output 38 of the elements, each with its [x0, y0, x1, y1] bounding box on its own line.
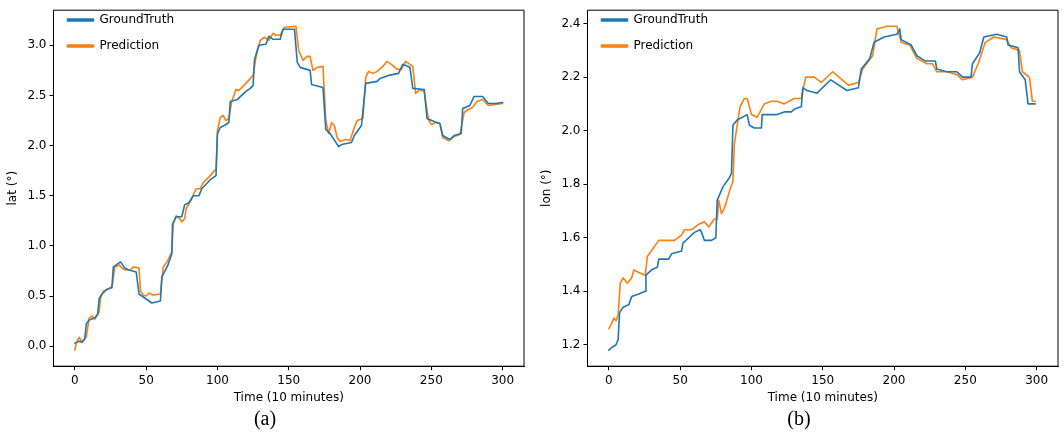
x-tick-label: 50: [672, 372, 688, 387]
legend-label: Prediction: [633, 38, 694, 53]
y-tick-label: 1.0: [27, 237, 47, 252]
y-tick-label: 0.0: [27, 338, 47, 353]
legend-label: Prediction: [99, 38, 160, 53]
x-axis-title: Time (10 minutes): [232, 389, 344, 404]
y-tick-label: 2.4: [561, 15, 581, 30]
y-tick-label: 1.8: [561, 176, 581, 191]
x-tick-label: 250: [419, 372, 443, 387]
x-tick-label: 0: [71, 372, 79, 387]
x-tick-label: 0: [605, 372, 613, 387]
y-tick-label: 2.0: [561, 122, 581, 137]
y-tick-label: 1.5: [27, 187, 47, 202]
y-axis-title: lon (°): [539, 169, 554, 207]
y-tick-label: 1.2: [561, 336, 581, 351]
x-tick-label: 300: [1025, 372, 1049, 387]
x-tick-label: 250: [953, 372, 977, 387]
y-tick-label: 2.0: [27, 137, 47, 152]
y-tick-label: 2.5: [27, 87, 47, 102]
text: (b): [787, 407, 811, 430]
legend-label: GroundTruth: [633, 12, 709, 27]
y-tick-label: 1.6: [561, 229, 581, 244]
y-tick-label: 2.2: [561, 69, 581, 84]
x-tick-label: 300: [491, 372, 515, 387]
x-tick-label: 200: [882, 372, 906, 387]
x-tick-label: 150: [277, 372, 301, 387]
y-axis-title: lat (°): [5, 170, 20, 206]
x-tick-label: 200: [348, 372, 372, 387]
y-tick-label: 0.5: [27, 288, 47, 303]
y-tick-label: 1.4: [561, 283, 581, 298]
legend-label: GroundTruth: [99, 12, 175, 27]
x-axis-title: Time (10 minutes): [766, 389, 878, 404]
y-tick-label: 3.0: [27, 37, 47, 52]
x-tick-label: 100: [740, 372, 763, 387]
x-tick-label: 150: [811, 372, 835, 387]
x-tick-label: 50: [138, 372, 154, 387]
x-tick-label: 100: [206, 372, 229, 387]
text: (a): [253, 407, 277, 430]
